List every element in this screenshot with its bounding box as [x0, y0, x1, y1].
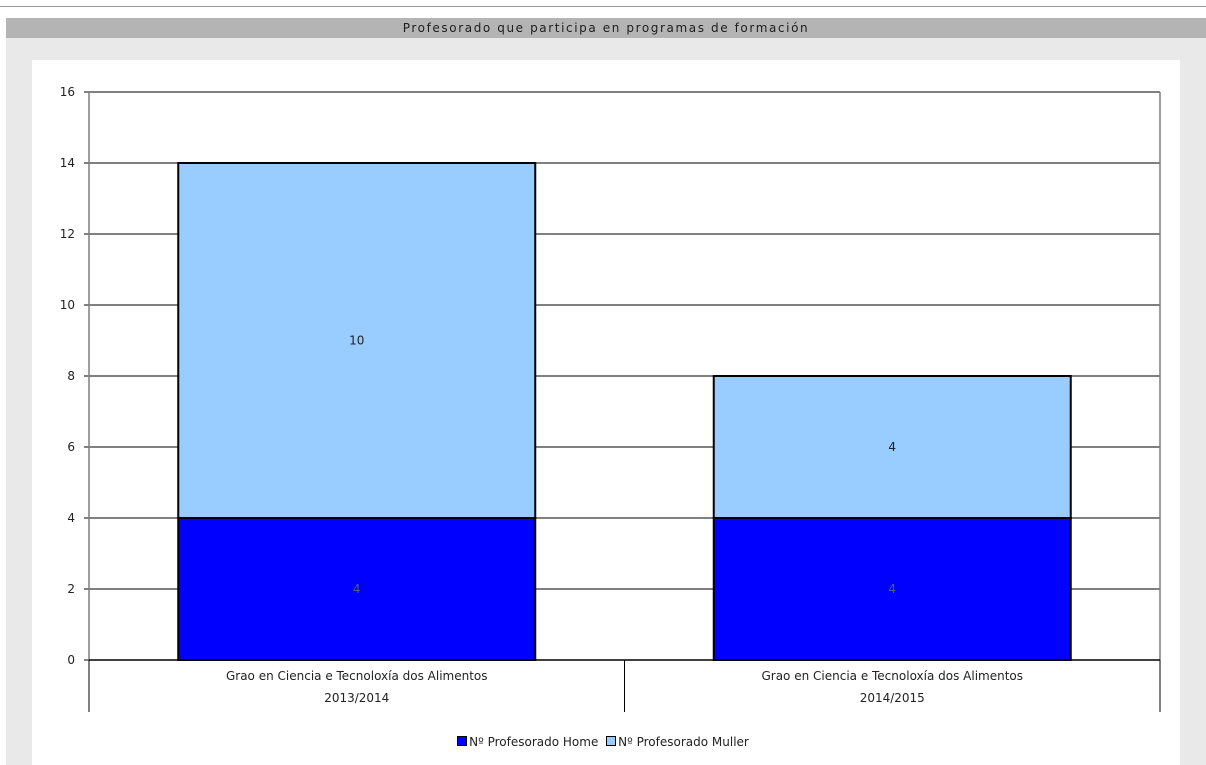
legend-item-muller: Nº Profesorado Muller	[606, 735, 749, 749]
x-category-label: 2013/2014	[324, 691, 389, 705]
legend-label-home: Nº Profesorado Home	[469, 735, 598, 749]
legend-swatch-home	[457, 736, 467, 746]
y-tick-label: 10	[60, 298, 75, 312]
y-tick-label: 6	[67, 440, 75, 454]
y-tick-label: 2	[67, 582, 75, 596]
data-label: 10	[349, 334, 364, 348]
legend-swatch-muller	[606, 736, 616, 746]
y-tick-label: 8	[67, 369, 75, 383]
data-label: 4	[888, 582, 896, 596]
y-tick-label: 14	[60, 156, 75, 170]
legend-label-muller: Nº Profesorado Muller	[618, 735, 749, 749]
y-tick-label: 16	[60, 85, 75, 99]
data-label: 4	[888, 440, 896, 454]
x-category-label: 2014/2015	[860, 691, 925, 705]
y-tick-label: 4	[67, 511, 75, 525]
x-category-label: Grao en Ciencia e Tecnoloxía dos Aliment…	[761, 669, 1023, 683]
y-tick-label: 0	[67, 653, 75, 667]
legend: Nº Profesorado Home Nº Profesorado Mulle…	[0, 735, 1206, 749]
y-tick-label: 12	[60, 227, 75, 241]
data-label: 4	[353, 582, 361, 596]
legend-item-home: Nº Profesorado Home	[457, 735, 598, 749]
x-category-label: Grao en Ciencia e Tecnoloxía dos Aliment…	[226, 669, 488, 683]
